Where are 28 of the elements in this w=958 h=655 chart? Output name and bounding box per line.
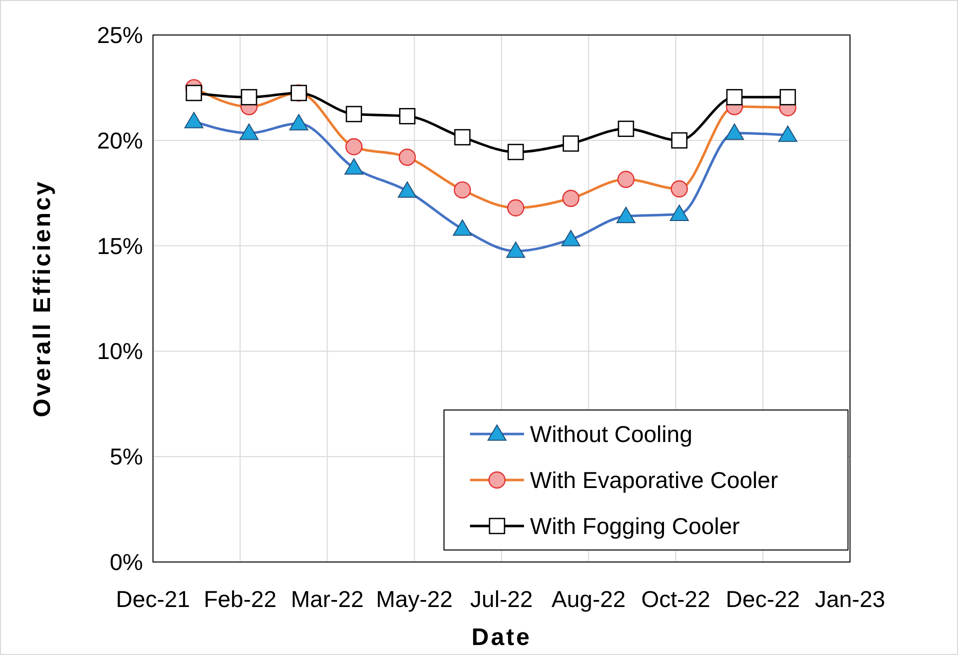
- x-tick-label: May-22: [376, 586, 453, 612]
- legend-label: With Evaporative Cooler: [530, 467, 778, 493]
- y-tick-label: 10%: [96, 338, 143, 364]
- x-axis-title: Date: [471, 624, 532, 651]
- y-tick-label: 20%: [96, 127, 143, 154]
- y-tick-label: 5%: [110, 444, 143, 470]
- y-axis-title: Overall Efficiency: [29, 180, 56, 418]
- x-tick-label: Feb-22: [204, 586, 277, 612]
- point: [780, 89, 796, 106]
- legend-label: Without Cooling: [530, 421, 692, 447]
- point: [562, 135, 579, 152]
- x-tick-label: Mar-22: [290, 586, 364, 612]
- x-tick-label: Aug-22: [552, 586, 626, 612]
- x-tick-label: Dec-22: [726, 586, 800, 612]
- x-tick-label: Jan-23: [814, 586, 886, 612]
- y-tick-label: 25%: [96, 22, 143, 48]
- point: [186, 84, 202, 102]
- legend-label: With Fogging Cooler: [530, 513, 740, 539]
- point: [346, 106, 362, 122]
- point: [726, 89, 743, 106]
- x-tick-label: Jul-22: [470, 586, 533, 612]
- y-tick-label: 0%: [110, 549, 143, 575]
- x-tick-label: Oct-22: [641, 586, 710, 612]
- x-tick-label: Dec-21: [116, 586, 190, 612]
- point: [671, 132, 688, 149]
- point: [454, 129, 471, 146]
- point: [240, 89, 258, 106]
- y-tick-label: 15%: [96, 232, 143, 259]
